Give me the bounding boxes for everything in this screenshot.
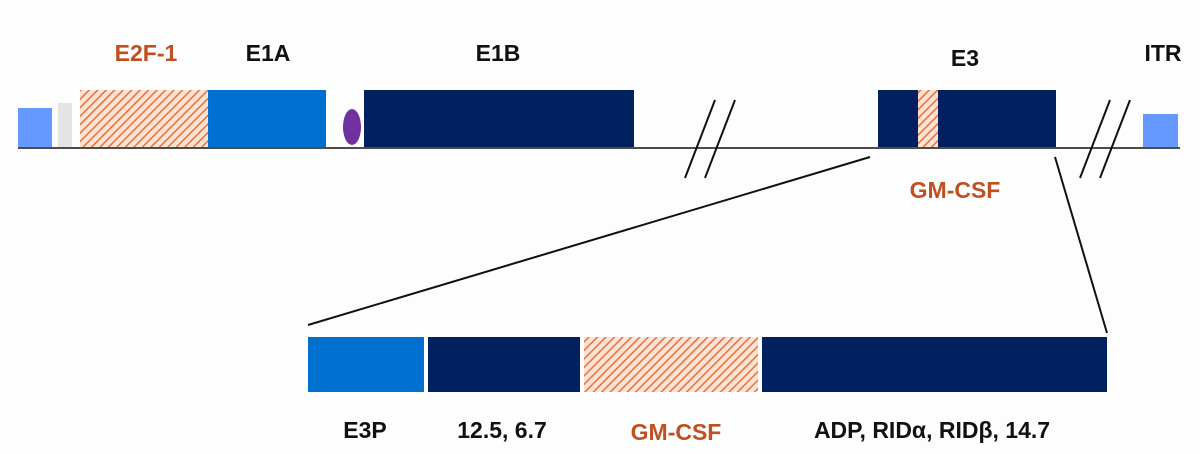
packaging-signal: [58, 103, 72, 147]
right-itr: [1143, 114, 1178, 147]
zoom-line: [307, 156, 871, 326]
gene-block: [428, 337, 580, 392]
break-mark: [684, 99, 1131, 179]
e3p-block: [308, 337, 424, 392]
label: E2F-1: [115, 40, 178, 66]
label: E3: [951, 45, 979, 71]
gene-block: [762, 337, 1107, 392]
label: GM-CSF: [631, 419, 722, 445]
e1a-block: [208, 90, 326, 147]
label: E3P: [343, 417, 386, 443]
zoom-line: [1054, 156, 1108, 334]
gmcsf-block: [584, 337, 758, 392]
label: GM-CSF: [910, 177, 1001, 203]
e2f1-promoter: [80, 90, 208, 147]
label: 12.5, 6.7: [457, 417, 547, 443]
e1b-block: [364, 90, 634, 147]
label: ITR: [1144, 40, 1181, 66]
e3-block: [878, 90, 1056, 147]
gmcsf-insert: [918, 90, 938, 147]
label: E1A: [246, 40, 291, 66]
left-itr: [18, 108, 52, 147]
label: E1B: [476, 40, 521, 66]
marker: [343, 109, 361, 145]
label: ADP, RIDα, RIDβ, 14.7: [814, 417, 1050, 443]
